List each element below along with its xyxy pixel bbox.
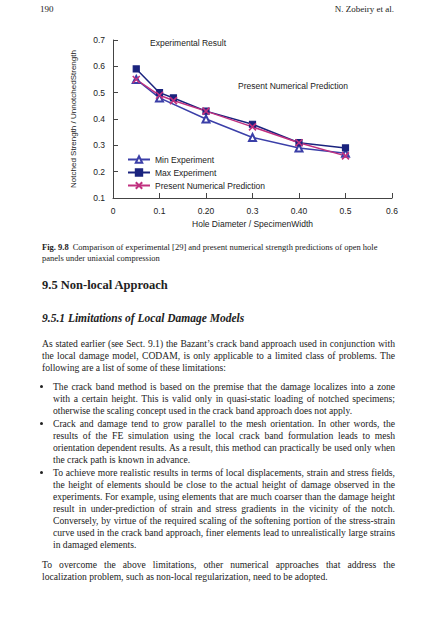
svg-text:0.6: 0.6 [93, 61, 105, 71]
html-text:N. Zobeiry et al.: N. Zobeiry et al. [334, 4, 394, 14]
svg-text:0.20: 0.20 [198, 206, 215, 216]
svg-text:0.1: 0.1 [154, 206, 166, 216]
html-text:As stated earlier (see Sect. 9: As stated earlier (see Sect. 9.1) the Ba… [42, 338, 395, 373]
svg-text:0.1: 0.1 [93, 193, 105, 203]
html-text:Fig. 9.8 Comparison of experim: Fig. 9.8 Comparison of experimental [29]… [42, 242, 378, 263]
svg-text:0.3: 0.3 [247, 206, 259, 216]
svg-text:Present Numerical Prediction: Present Numerical Prediction [155, 181, 265, 191]
svg-text:0.5: 0.5 [340, 206, 352, 216]
svg-text:Min Experiment: Min Experiment [155, 155, 215, 165]
svg-text:Max Experiment: Max Experiment [155, 168, 217, 178]
svg-text:0.5: 0.5 [93, 88, 105, 98]
html-text:9.5.1 Limitations of Local Dam: 9.5.1 Limitations of Local Damage Models [42, 312, 245, 324]
svg-text:0.7: 0.7 [93, 35, 105, 45]
svg-text:0.2: 0.2 [93, 167, 105, 177]
html-text:Crack and damage tend to grow: Crack and damage tend to grow parallel t… [53, 418, 395, 465]
html-text:190: 190 [40, 4, 54, 14]
svg-text:0.3: 0.3 [93, 140, 105, 150]
html-text:To overcome the above limitati: To overcome the above limitations, other… [42, 559, 395, 582]
svg-text:Hole Diameter / SpecimenWidth: Hole Diameter / SpecimenWidth [192, 219, 313, 229]
svg-text:Notched Strength / UnnotchedSt: Notched Strength / UnnotchedStrength [69, 50, 78, 188]
html-text:9.5 Non-local Approach: 9.5 Non-local Approach [42, 278, 168, 292]
svg-text:0.4: 0.4 [93, 114, 105, 124]
svg-text:Present Numerical Prediction: Present Numerical Prediction [238, 81, 348, 91]
svg-text:Experimental Result: Experimental Result [150, 38, 227, 48]
svg-text:0: 0 [111, 206, 116, 216]
html-text:To achieve more realistic resu: To achieve more realistic results in ter… [53, 467, 395, 550]
html-text:The crack band method is based: The crack band method is based on the pr… [53, 381, 395, 416]
svg-text:0.40: 0.40 [291, 206, 308, 216]
svg-text:0.6: 0.6 [386, 206, 398, 216]
